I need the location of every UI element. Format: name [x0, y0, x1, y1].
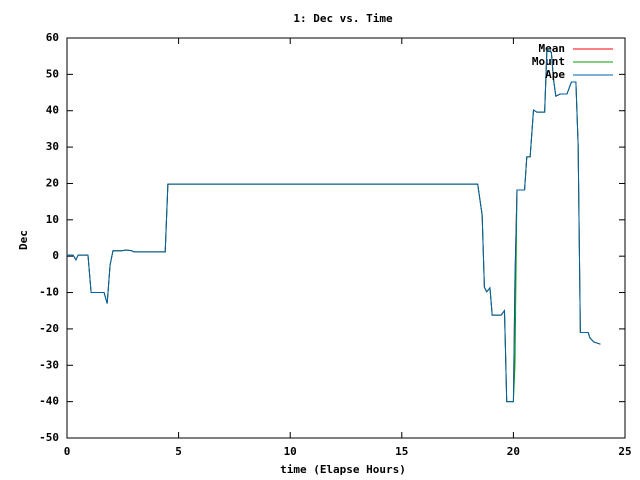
- y-tick-label: -10: [39, 286, 59, 299]
- x-tick-label: 20: [507, 445, 520, 458]
- y-tick-label: 60: [46, 31, 59, 44]
- x-tick-label: 25: [618, 445, 631, 458]
- y-axis-label: Dec: [17, 230, 30, 250]
- y-tick-label: 40: [46, 104, 59, 117]
- legend-label: Ape: [545, 68, 565, 81]
- x-tick-label: 0: [64, 445, 71, 458]
- y-tick-label: -30: [39, 358, 59, 371]
- y-tick-label: -20: [39, 322, 59, 335]
- series-line: [67, 49, 601, 403]
- series-line: [67, 49, 601, 403]
- x-tick-label: 15: [395, 445, 408, 458]
- legend-label: Mean: [539, 42, 566, 55]
- chart-title: 1: Dec vs. Time: [293, 12, 393, 25]
- legend-label: Mount: [532, 55, 565, 68]
- y-tick-label: -50: [39, 431, 59, 444]
- plot-border: [66, 37, 626, 439]
- y-tick-label: 20: [46, 176, 59, 189]
- y-tick-label: 50: [46, 67, 59, 80]
- x-axis-label: time (Elapse Hours): [280, 463, 406, 476]
- y-tick-label: -40: [39, 395, 59, 408]
- y-tick-label: 10: [46, 213, 59, 226]
- x-tick-label: 5: [175, 445, 182, 458]
- y-tick-label: 0: [52, 249, 59, 262]
- y-tick-label: 30: [46, 140, 59, 153]
- series-line: [67, 49, 601, 403]
- x-tick-label: 10: [284, 445, 297, 458]
